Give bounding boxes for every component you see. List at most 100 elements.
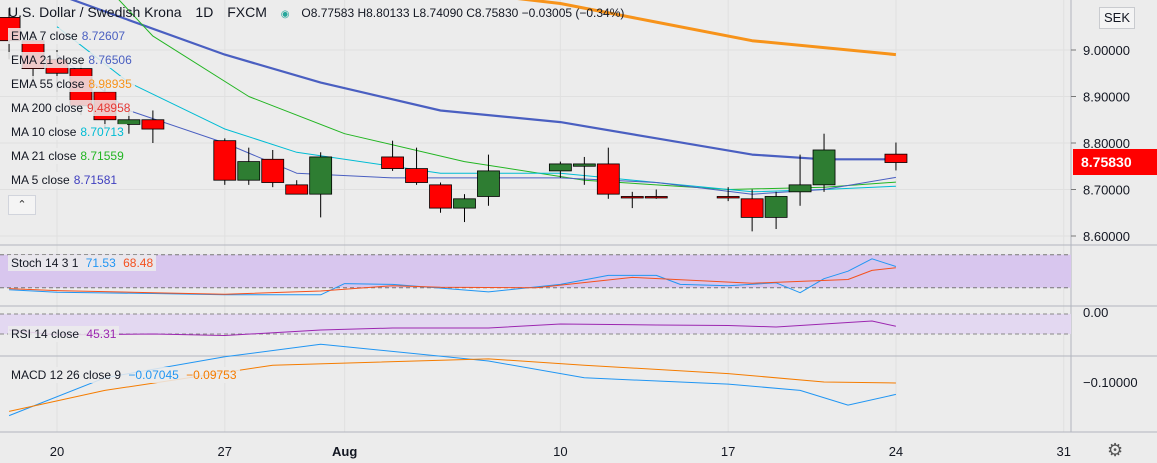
macd-label[interactable]: MACD 12 26 close 9 <box>11 368 122 382</box>
time-tick-label: Aug <box>332 444 357 459</box>
candle-body <box>740 198 764 218</box>
candle-body <box>429 184 452 209</box>
price-tick-label: 8.90000 <box>1083 90 1130 105</box>
candle-body <box>477 170 500 197</box>
indicator-label[interactable]: MA 10 close <box>11 125 77 139</box>
gear-icon[interactable]: ⚙ <box>1107 440 1124 460</box>
time-tick-label: 27 <box>218 444 232 459</box>
candle-body <box>141 119 165 130</box>
time-tick-label: 17 <box>721 444 735 459</box>
time-axis: 20 27 Aug 10 17 24 31 <box>50 444 1071 459</box>
candle-body <box>596 163 620 195</box>
macd-legend: MACD 12 26 close 9 −0.07045 −0.09753 <box>8 367 240 383</box>
indicator-label[interactable]: MA 200 close <box>11 101 84 115</box>
candle-body <box>309 156 333 195</box>
time-tick-label: 10 <box>553 444 567 459</box>
candle-body <box>381 156 404 169</box>
candle-body <box>644 196 668 199</box>
candle-body <box>285 184 309 195</box>
candle-body <box>117 119 141 125</box>
macd-signal-line <box>8 358 896 412</box>
ema55-line <box>517 0 897 57</box>
indicator-label[interactable]: EMA 21 close <box>11 53 85 67</box>
pane-separators <box>0 0 1157 433</box>
ohlc-high: H8.80133 <box>357 6 410 20</box>
stoch-d-line <box>9 267 896 295</box>
price-tag-text: 8.75830 <box>1081 154 1132 170</box>
rsi-label[interactable]: RSI 14 close <box>11 327 80 341</box>
price-tick-label: 9.00000 <box>1083 43 1130 58</box>
indicator-row: MA 21 close 8.71559 <box>8 148 127 164</box>
stoch-k-value: 71.53 <box>85 256 116 270</box>
candle-body <box>237 161 261 181</box>
stoch-band <box>0 254 1071 289</box>
ohlc-close: C8.75830 <box>466 6 519 20</box>
chevron-up-icon: ⌃ <box>17 199 27 211</box>
stoch-legend: Stoch 14 3 1 71.53 68.48 <box>8 255 157 271</box>
candle-body <box>716 196 740 199</box>
symbol-title[interactable]: U.S. Dollar / Swedish Krona <box>8 4 182 20</box>
price-tick-label: 8.70000 <box>1083 183 1130 198</box>
market-status-icon: ◉ <box>280 9 290 20</box>
candle-body <box>884 153 908 163</box>
ohlc-low: L8.74090 <box>412 6 463 20</box>
rsi-band-fill <box>0 314 1071 334</box>
stoch-d-value: 68.48 <box>123 256 154 270</box>
candle-body <box>405 168 428 183</box>
ema7-line <box>56 54 896 195</box>
candle-body <box>548 163 572 172</box>
ohlc-change: −0.03005 (−0.34%) <box>521 6 625 20</box>
price-tag: 8.75830 <box>1073 149 1157 175</box>
indicator-row: EMA 55 close 8.98935 <box>8 76 135 92</box>
macd-signal-value: −0.09753 <box>186 368 237 382</box>
exchange-label: FXCM <box>227 4 267 20</box>
candle-body <box>261 158 285 183</box>
indicator-lines <box>56 0 897 195</box>
indicator-value: 8.72607 <box>81 29 126 43</box>
indicator-value: 8.76506 <box>88 53 132 67</box>
candle-body <box>764 196 788 218</box>
indicator-value: 8.71559 <box>80 149 124 163</box>
oscillator-lines <box>8 258 897 417</box>
price-tick-label: 8.80000 <box>1083 136 1130 151</box>
candle-body <box>812 149 836 186</box>
candle-body <box>213 140 237 181</box>
stoch-axis-label: 0.00 <box>1083 305 1108 320</box>
time-tick-label: 24 <box>889 444 903 459</box>
currency-button[interactable]: SEK <box>1099 7 1135 29</box>
candle-body <box>453 198 476 209</box>
ma10-line <box>56 26 896 193</box>
indicator-row: EMA 21 close 8.76506 <box>8 52 135 68</box>
macd-value: −0.07045 <box>128 368 179 382</box>
indicator-label[interactable]: EMA 7 close <box>11 29 78 43</box>
price-axis: 9.00000 8.90000 8.80000 8.70000 8.60000 0.00 −… <box>1071 43 1138 390</box>
rsi-legend: RSI 14 close 45.31 <box>8 326 120 342</box>
indicator-row: MA 200 close 9.48958 <box>8 100 134 116</box>
candle-body <box>620 196 644 199</box>
stoch-label[interactable]: Stoch 14 3 1 <box>11 256 79 270</box>
candle-body <box>572 163 596 167</box>
indicator-value: 9.48958 <box>87 101 131 115</box>
time-tick-label: 31 <box>1057 444 1071 459</box>
interval-label[interactable]: 1D <box>195 4 214 20</box>
rsi-value: 45.31 <box>86 327 117 341</box>
candle-body <box>788 184 812 193</box>
rsi-band <box>0 313 1071 335</box>
indicator-row: MA 5 close 8.71581 <box>8 172 121 188</box>
indicator-value: 8.71581 <box>73 173 118 187</box>
symbol-header: U.S. Dollar / Swedish Krona 1D FXCM ◉ O8… <box>8 4 624 20</box>
indicator-label[interactable]: EMA 55 close <box>11 77 85 91</box>
macd-axis-label: −0.10000 <box>1083 375 1138 390</box>
indicator-row: MA 10 close 8.70713 <box>8 124 127 140</box>
collapse-legend-button[interactable]: ⌃ <box>8 195 36 215</box>
indicator-value: 8.70713 <box>80 125 124 139</box>
ohlc-open: O8.77583 <box>301 6 355 20</box>
stoch-band-fill <box>0 254 1071 288</box>
indicator-value: 8.98935 <box>88 77 132 91</box>
indicator-label[interactable]: MA 21 close <box>11 149 77 163</box>
grid-lines <box>0 0 1071 432</box>
rsi-line <box>9 320 897 336</box>
indicator-label[interactable]: MA 5 close <box>11 173 70 187</box>
